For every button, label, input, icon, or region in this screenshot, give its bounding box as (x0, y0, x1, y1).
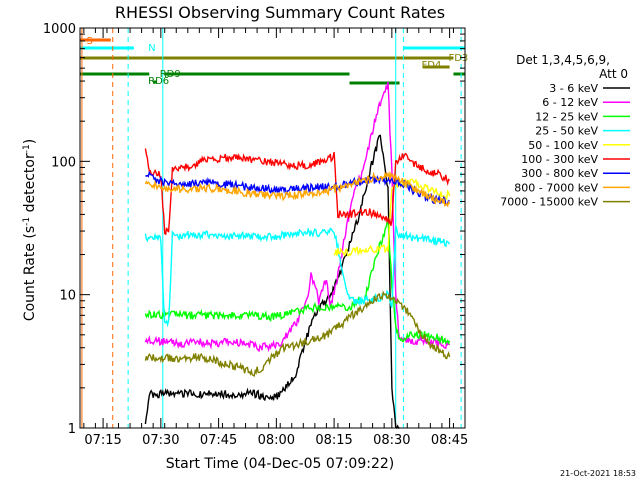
legend-entry-label-7: 800 - 7000 keV (514, 181, 598, 194)
y-tick-label-2: 100 (51, 155, 76, 170)
x-tick-label-4: 08:15 (315, 433, 352, 448)
legend-entry-label-0: 3 - 6 keV (549, 82, 598, 95)
x-tick-label-1: 07:30 (142, 433, 179, 448)
legend-entry-label-3: 25 - 50 keV (535, 125, 598, 138)
annotation-label-0: S (87, 36, 93, 47)
series-line-1 (144, 82, 451, 353)
series-line-6 (145, 170, 451, 206)
chart-title: RHESSI Observing Summary Count Rates (115, 3, 445, 22)
series-line-4 (333, 177, 451, 257)
legend-entry-label-6: 300 - 800 keV (521, 167, 598, 180)
annotation-label-5: FD3 (448, 53, 468, 64)
x-axis-label: Start Time (04-Dec-05 07:09:22) (166, 456, 394, 472)
x-tick-label-6: 08:45 (431, 433, 468, 448)
legend-entry-label-4: 50 - 100 keV (528, 139, 598, 152)
y-tick-label-3: 1000 (43, 22, 76, 37)
x-tick-label-3: 08:00 (258, 433, 295, 448)
y-axis-label: Count Rate (s-1 detector-1) (22, 139, 38, 321)
legend-title-line-2: Att 0 (599, 67, 628, 81)
plot-frame (79, 27, 466, 429)
series-line-8 (144, 290, 451, 377)
legend-title-line-1: Det 1,3,4,5,6,9, (516, 53, 610, 67)
x-tick-label-5: 08:30 (373, 433, 410, 448)
series-line-0 (144, 134, 400, 430)
legend-entry-label-5: 100 - 300 keV (521, 153, 598, 166)
x-tick-label-2: 07:45 (200, 433, 237, 448)
series-line-7 (144, 170, 451, 208)
legend-entry-label-1: 6 - 12 keV (542, 96, 598, 109)
y-tick-label-1: 10 (59, 289, 76, 304)
series-line-2 (144, 218, 451, 346)
y-tick-label-0: 1 (68, 422, 76, 437)
footer-timestamp: 21-Oct-2021 18:53 (560, 469, 636, 478)
series-line-3 (144, 225, 451, 328)
x-tick-label-0: 07:15 (84, 433, 121, 448)
annotation-label-1: N (148, 43, 155, 54)
annotation-label-2: RD6 (148, 76, 169, 87)
legend-entry-label-8: 7000 - 15000 keV (500, 196, 598, 209)
annotation-label-4: FD4 (422, 60, 442, 71)
annotation-label-3: RD9 (160, 69, 181, 80)
series-line-5 (144, 148, 451, 236)
legend-entry-label-2: 12 - 25 keV (535, 110, 598, 123)
